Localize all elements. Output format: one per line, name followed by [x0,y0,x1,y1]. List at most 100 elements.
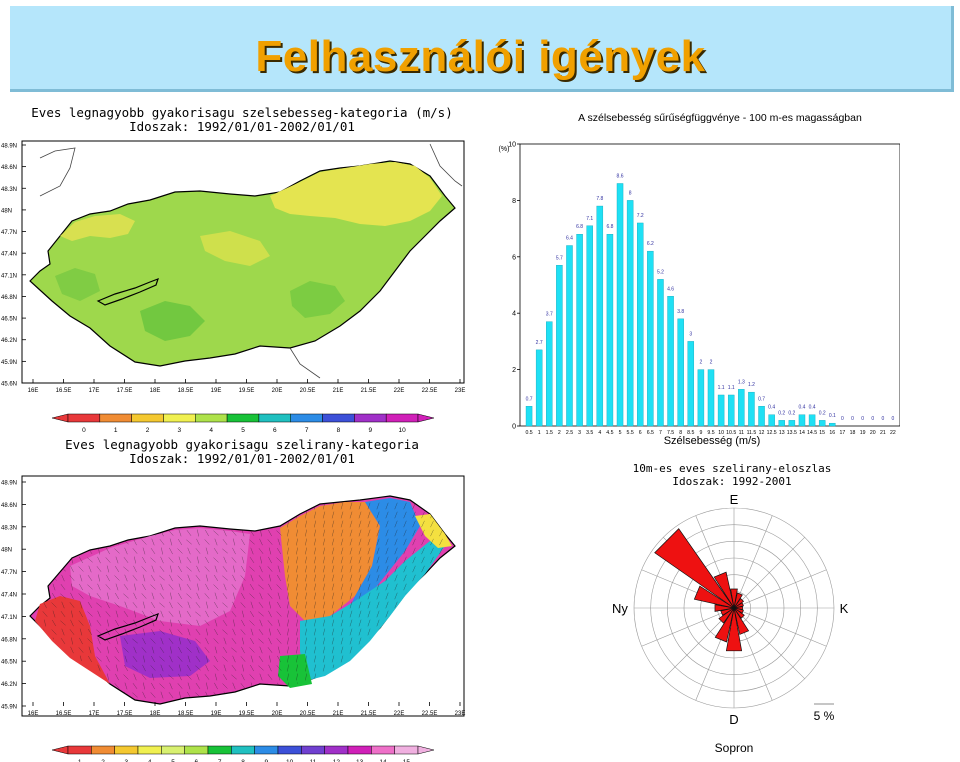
direction-arrow [71,637,73,645]
bar-value-label: 7.1 [586,216,593,222]
rose-sector [730,588,738,609]
direction-arrow [322,556,326,564]
bar-value-label: 8.6 [617,173,624,179]
direction-arrow [412,538,416,546]
direction-arrow [124,547,128,555]
direction-arrow [313,547,317,555]
direction-arrow [331,610,335,618]
direction-arrow [349,502,353,510]
direction-arrow [267,593,273,599]
speed-bar [677,318,684,427]
direction-arrow [322,646,326,654]
direction-arrow [421,565,425,573]
direction-arrow [52,610,56,618]
direction-arrow [169,547,173,555]
colorbar-swatch [184,745,209,755]
colorbar-label: 1 [78,759,82,762]
x-tick-label: 9 [699,430,702,436]
direction-arrow [340,529,344,537]
direction-arrow [269,628,271,636]
direction-arrow [340,646,344,654]
direction-arrow [214,538,218,546]
direction-arrow [376,592,380,600]
direction-arrow [196,619,200,627]
direction-arrow [87,557,93,563]
lat-label: 47.7N [1,570,17,576]
direction-arrow [205,637,209,645]
lon-label: 17E [89,388,100,394]
direction-arrow [70,592,74,600]
direction-arrow [296,673,298,681]
direction-arrow [151,619,155,627]
colorbar-right-arrow [417,745,435,755]
direction-arrow [196,529,200,537]
direction-arrow [159,683,165,689]
direction-arrow [376,529,380,537]
colorbar-label: 2 [101,759,105,762]
direction-arrow [204,539,210,545]
direction-arrow [151,565,155,573]
direction-arrow [168,665,174,671]
direction-arrow [115,556,119,564]
direction-arrow [277,646,281,654]
direction-arrow [213,584,219,590]
direction-arrow [78,593,84,599]
direction-arrow [268,556,272,564]
direction-arrow [259,538,263,546]
rose-sector [725,607,743,652]
direction-arrow [268,547,272,555]
y-tick-label: 6 [512,254,516,261]
direction-arrow [160,610,164,618]
direction-arrow [142,601,146,609]
direction-arrow [87,628,93,636]
direction-arrow [358,619,362,627]
direction-arrow [142,664,146,672]
colorbar-swatch [67,413,101,423]
direction-arrow [258,602,264,608]
direction-arrow [196,538,200,546]
direction-arrow [71,610,73,618]
direction-arrow [96,566,102,572]
direction-arrow [213,601,219,609]
direction-arrow [141,674,147,680]
colorbar-label: 7 [305,427,309,434]
direction-arrow [169,565,173,573]
speed-bar [758,406,765,427]
direction-arrow [287,565,289,573]
direction-arrow [240,602,246,608]
direction-arrow [340,520,344,528]
bar-chart-x-axis: 0.5 1 1.5 2 2.5 3 3.5 4 4.5 5 5.5 6 6.5 7 7.5 8 8.5 9 9.5 1… [525,430,895,436]
lon-label: 22E [394,388,405,394]
direction-arrow [169,538,173,546]
lat-label: 46.5N [1,660,17,666]
direction-arrow [205,556,209,564]
colorbar-label: 7 [218,759,222,762]
direction-arrow [168,611,174,617]
direction-arrow [124,574,128,582]
direction-arrow [223,556,227,564]
direction-arrow [385,574,389,582]
direction-arrow [96,646,102,654]
x-tick-label: 20 [870,430,876,436]
direction-arrow [430,556,434,564]
direction-arrow [79,583,83,591]
bar-value-label: 0 [851,416,854,422]
direction-arrow [123,557,129,563]
bar-value-label: 7.2 [637,213,644,219]
direction-arrow [287,520,289,528]
direction-arrow [134,583,136,591]
direction-arrow [123,664,129,672]
direction-arrow [232,601,236,609]
direction-arrow [331,583,335,591]
direction-arrow [287,655,289,663]
direction-arrow [178,529,182,537]
y-tick-label: 0 [512,424,516,431]
direction-arrow [141,593,147,599]
direction-arrow [133,556,137,564]
direction-arrow [222,619,228,627]
lon-label: 23E [455,711,466,717]
direction-arrow [349,619,353,627]
dir-region-red [35,596,110,684]
direction-arrow [287,619,289,627]
direction-arrow [304,619,308,627]
